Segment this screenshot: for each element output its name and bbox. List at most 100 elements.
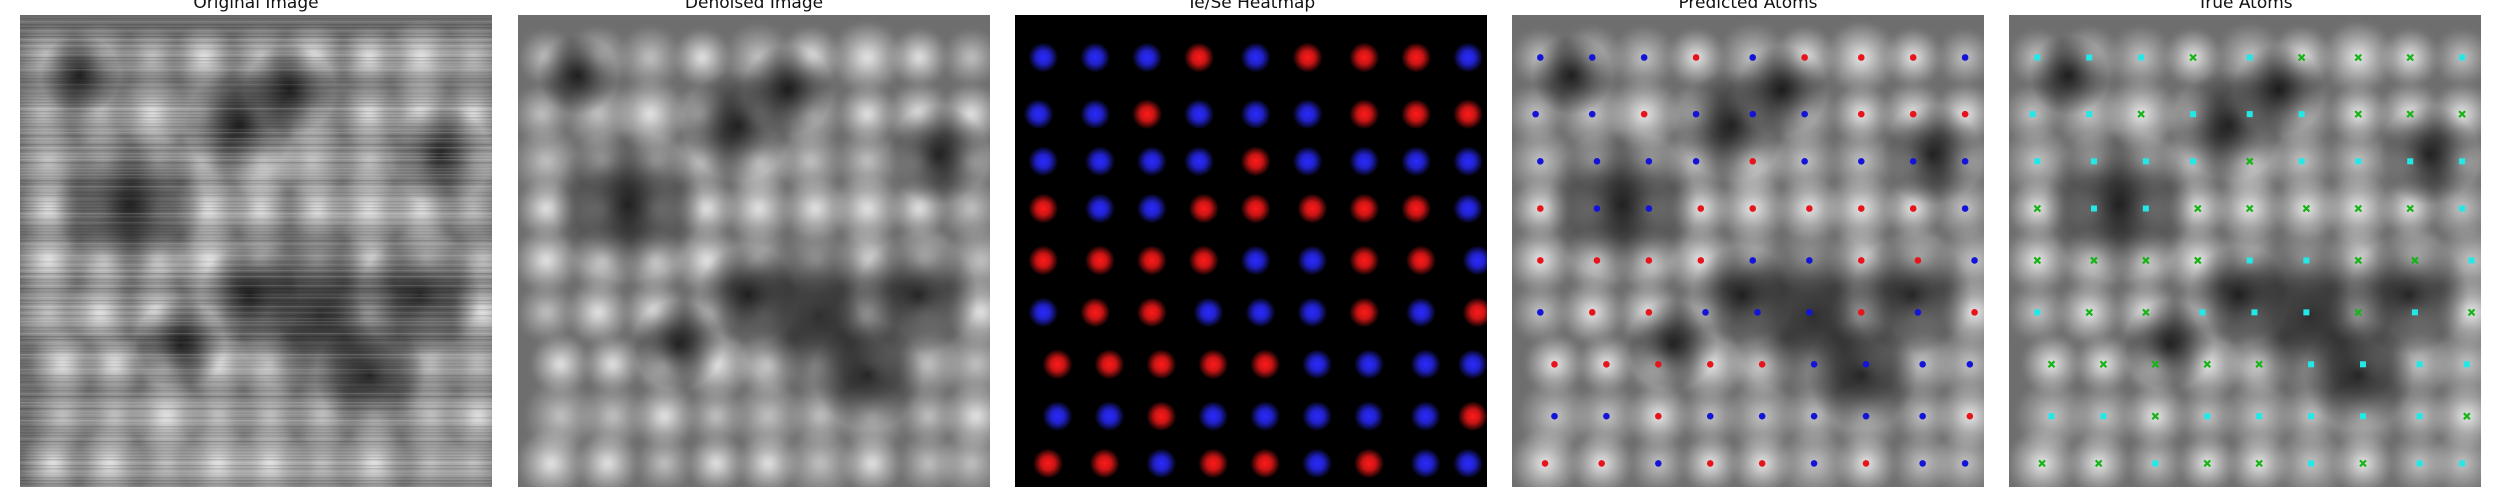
true-se-atom <box>2200 309 2206 315</box>
predicted-se-atom <box>1801 111 1808 118</box>
true-se-atom <box>2251 309 2257 315</box>
predicted-se-atom <box>1806 309 1813 316</box>
true-se-atom <box>2308 361 2314 367</box>
se-spot <box>1184 146 1214 176</box>
predicted-se-atom <box>1707 413 1714 420</box>
predicted-te-atom <box>1858 205 1865 212</box>
dark-region <box>2304 320 2414 430</box>
true-se-atom <box>2308 460 2314 466</box>
true-se-atom <box>2459 54 2465 60</box>
te-spot <box>1354 448 1384 478</box>
te-spot <box>1137 245 1167 275</box>
predicted-se-atom <box>1594 205 1601 212</box>
predicted-te-atom <box>1707 460 1714 467</box>
true-se-atom <box>2048 413 2054 419</box>
se-spot <box>1085 146 1115 176</box>
se-spot <box>1349 146 1379 176</box>
te-spot <box>1250 448 1280 478</box>
se-spot <box>1401 146 1431 176</box>
te-spot <box>1406 245 1436 275</box>
se-spot <box>1080 42 1110 72</box>
predicted-atoms-image <box>1512 15 1984 487</box>
true-se-atom <box>2256 413 2262 419</box>
predicted-te-atom <box>1910 205 1917 212</box>
te-spot <box>1033 448 1063 478</box>
predicted-te-atom <box>1693 54 1700 61</box>
true-se-atom <box>2247 111 2253 117</box>
te-spot <box>1080 297 1110 327</box>
true-se-atom <box>2469 257 2475 263</box>
se-spot <box>1028 42 1058 72</box>
se-spot <box>1293 146 1323 176</box>
true-se-atom <box>2360 361 2366 367</box>
original-image <box>20 15 492 487</box>
true-se-atom <box>2100 413 2106 419</box>
se-spot <box>1302 349 1332 379</box>
panel-heatmap: Te/Se Heatmap <box>1015 0 1487 500</box>
se-spot <box>1453 448 1483 478</box>
panel-title: Denoised Image <box>518 0 990 13</box>
predicted-se-atom <box>1811 413 1818 420</box>
se-spot <box>1132 42 1162 72</box>
predicted-te-atom <box>1967 413 1974 420</box>
true-se-atom <box>2412 309 2418 315</box>
panel-denoised: Denoised Image <box>518 0 990 500</box>
true-se-atom <box>2303 257 2309 263</box>
predicted-te-atom <box>1698 257 1705 264</box>
te-spot <box>1401 194 1431 224</box>
predicted-se-atom <box>1759 413 1766 420</box>
predicted-te-atom <box>1749 158 1756 165</box>
predicted-se-atom <box>1962 54 1969 61</box>
true-se-atom <box>2355 158 2361 164</box>
predicted-se-atom <box>1655 460 1662 467</box>
predicted-te-atom <box>1598 460 1605 467</box>
dark-region <box>2029 35 2109 115</box>
se-spot <box>1028 297 1058 327</box>
predicted-te-atom <box>1655 361 1662 368</box>
te-spot <box>1349 194 1379 224</box>
te-spot <box>1349 297 1379 327</box>
te-spot <box>1028 245 1058 275</box>
predicted-se-atom <box>1915 309 1922 316</box>
te-spot <box>1293 42 1323 72</box>
true-se-atom <box>2308 413 2314 419</box>
predicted-se-atom <box>1589 54 1596 61</box>
predicted-se-atom <box>1910 158 1917 165</box>
predicted-te-atom <box>1858 111 1865 118</box>
dark-region <box>553 130 703 280</box>
true-se-atom <box>2086 111 2092 117</box>
se-spot <box>1302 448 1332 478</box>
dark-region <box>2379 105 2479 205</box>
true-se-atom <box>2030 111 2036 117</box>
se-spot <box>1094 401 1124 431</box>
predicted-se-atom <box>1962 205 1969 212</box>
predicted-te-atom <box>1801 54 1808 61</box>
predicted-te-atom <box>1655 413 1662 420</box>
true-se-atom <box>2417 460 2423 466</box>
denoised-image <box>518 15 990 487</box>
dark-region <box>813 320 923 430</box>
true-se-atom <box>2247 257 2253 263</box>
true-se-atom <box>2247 54 2253 60</box>
te-spot <box>1085 245 1115 275</box>
true-se-atom <box>2190 111 2196 117</box>
dark-region <box>1882 105 1982 205</box>
predicted-se-atom <box>1537 309 1544 316</box>
predicted-te-atom <box>1863 460 1870 467</box>
true-se-atom <box>2303 309 2309 315</box>
panel-title: Original Image <box>20 0 492 13</box>
true-se-atom <box>2459 206 2465 212</box>
se-spot <box>1198 401 1228 431</box>
predicted-se-atom <box>1693 111 1700 118</box>
predicted-se-atom <box>1919 413 1926 420</box>
predicted-te-atom <box>1542 460 1549 467</box>
predicted-te-atom <box>1806 205 1813 212</box>
atom-blob <box>566 280 631 345</box>
se-spot <box>1146 448 1176 478</box>
panel-true: True Atoms <box>2009 0 2481 500</box>
true-se-atom <box>2299 111 2305 117</box>
panel-predicted: Predicted Atoms <box>1512 0 1984 500</box>
dark-region <box>538 35 618 115</box>
predicted-te-atom <box>1759 361 1766 368</box>
